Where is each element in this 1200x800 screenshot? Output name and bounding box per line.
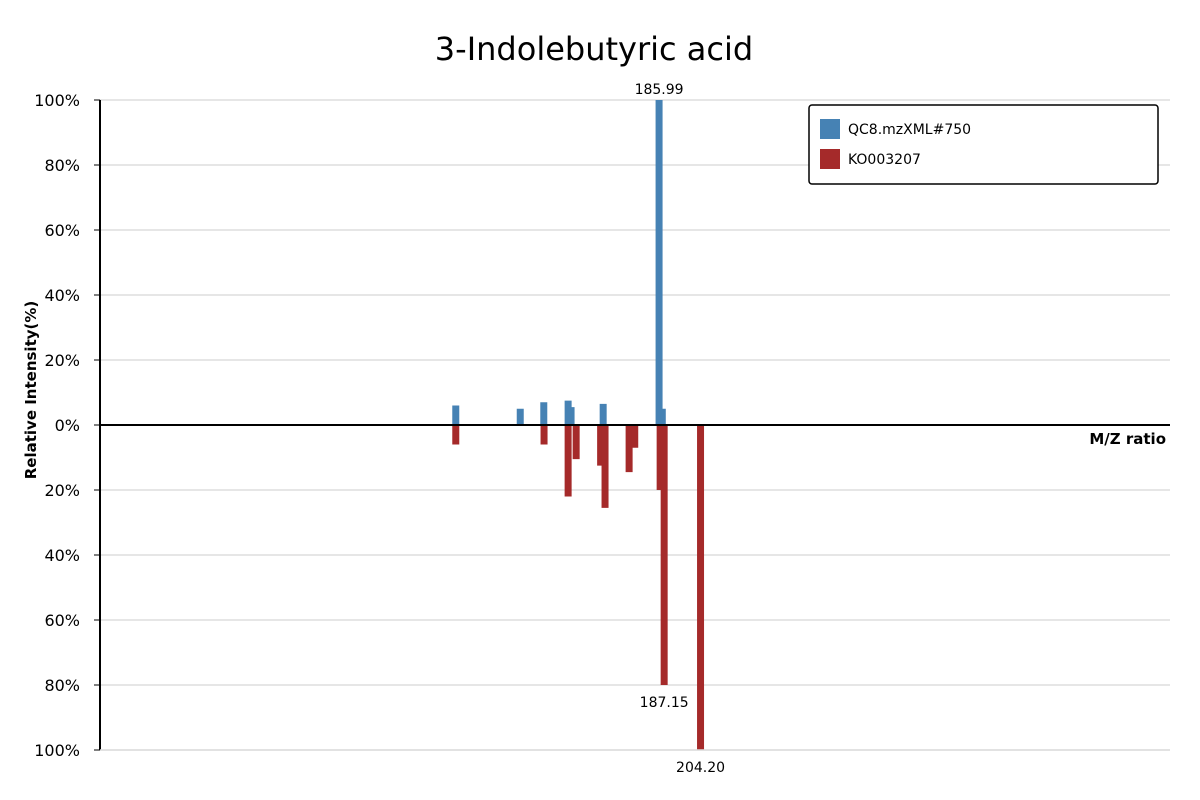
bars <box>452 100 705 750</box>
y-tick-label: 100% <box>34 91 80 110</box>
bar-ko003207 <box>697 425 705 750</box>
legend-box <box>808 104 1159 185</box>
legend-swatch-qc8 <box>820 119 840 139</box>
bar-qc8 <box>655 100 663 425</box>
bar-qc8 <box>658 408 666 425</box>
bar-ko003207 <box>452 425 460 445</box>
y-tick-label: 100% <box>34 741 80 760</box>
peak-label: 185.99 <box>635 82 684 98</box>
y-tick-label: 40% <box>44 286 80 305</box>
bar-ko003207 <box>656 425 664 490</box>
legend: QC8.mzXML#750 KO003207 <box>808 104 1159 185</box>
bar-qc8 <box>599 403 607 425</box>
y-tick-label: 20% <box>44 481 80 500</box>
y-tick-label: 0% <box>55 416 80 435</box>
bar-ko003207 <box>564 425 572 497</box>
bar-ko003207 <box>540 425 548 445</box>
bar-ko003207 <box>597 425 605 466</box>
y-tick-labels: 100% 80% 60% 40% 20% 0% 20% 40% 60% 80% 100% <box>34 91 100 760</box>
bar-ko003207 <box>572 425 580 460</box>
y-tick-label: 40% <box>44 546 80 565</box>
y-tick-label: 20% <box>44 351 80 370</box>
bar-ko003207 <box>660 425 668 685</box>
bar-ko003207 <box>631 425 639 448</box>
peak-label: 204.20 <box>676 760 725 776</box>
chart-title: 3-Indolebutyric acid <box>435 30 753 68</box>
bar-qc8 <box>567 407 575 425</box>
y-axis-label: Relative Intensity(%) <box>22 301 40 480</box>
y-tick-label: 60% <box>44 221 80 240</box>
bar-qc8 <box>452 405 460 425</box>
bar-qc8 <box>516 408 524 425</box>
x-axis-label: M/Z ratio <box>1089 430 1166 448</box>
bar-qc8 <box>540 402 548 425</box>
legend-label-ko003207: KO003207 <box>848 152 921 168</box>
y-tick-label: 80% <box>44 156 80 175</box>
bar-ko003207 <box>601 425 609 508</box>
y-tick-label: 80% <box>44 676 80 695</box>
peak-labels: 185.99 187.15 204.20 <box>635 82 725 776</box>
legend-swatch-ko003207 <box>820 149 840 169</box>
bar-ko003207 <box>625 425 633 473</box>
peak-label: 187.15 <box>640 695 689 711</box>
y-tick-label: 60% <box>44 611 80 630</box>
axes <box>99 100 1170 751</box>
legend-label-qc8: QC8.mzXML#750 <box>848 122 971 138</box>
